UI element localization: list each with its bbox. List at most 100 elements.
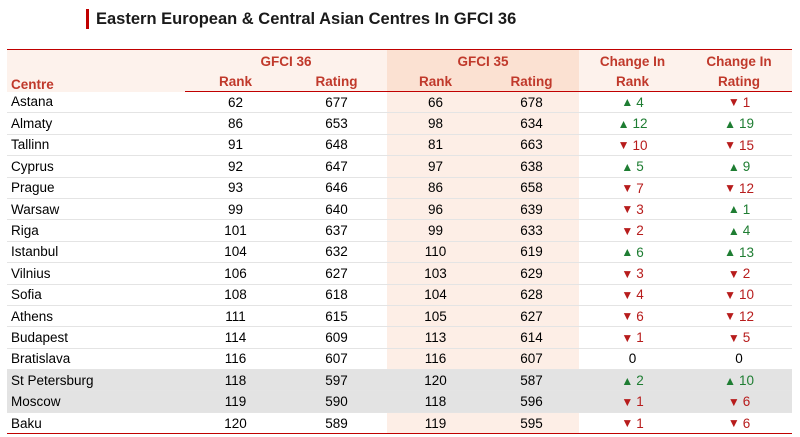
- rating-change-value: 15: [738, 137, 754, 153]
- rating-change: ▼ 15: [724, 138, 754, 153]
- rank-35: 96: [387, 198, 485, 221]
- rating-change-value: 1: [742, 94, 751, 110]
- header-centre: Centre: [7, 49, 185, 92]
- change-rating-cell: ▲ 4: [686, 219, 793, 242]
- rating-change: ▲ 13: [724, 245, 754, 260]
- rating-35: 658: [484, 177, 580, 199]
- change-rating-cell: ▲ 9: [686, 155, 793, 178]
- table-row: Prague 93 646 86 658 ▼ 7 ▼ 12: [7, 177, 793, 199]
- rank-36: 93: [185, 177, 286, 199]
- down-arrow-icon: ▼: [621, 330, 634, 345]
- gfci-table: Centre GFCI 36 GFCI 35 Change In Change …: [7, 49, 793, 435]
- rank-35: 120: [387, 369, 485, 392]
- down-arrow-icon: ▼: [621, 394, 634, 409]
- rating-change: ▲ 1: [728, 202, 750, 217]
- centre-name: Prague: [7, 177, 185, 199]
- header-change-rating-line2: Rating: [686, 72, 793, 92]
- rank-change: 0: [629, 351, 637, 366]
- up-arrow-icon: ▲: [621, 373, 634, 388]
- rating-35: 627: [484, 305, 580, 328]
- rank-change: ▲ 12: [618, 116, 648, 131]
- rating-36: 632: [286, 241, 388, 264]
- rank-change-value: 2: [636, 373, 644, 389]
- header-change-rating-line1: Change In: [686, 49, 793, 72]
- rating-35: 629: [484, 262, 580, 285]
- rating-change: 0: [735, 351, 743, 366]
- change-rank-cell: ▼ 4: [579, 284, 687, 306]
- down-arrow-icon: ▼: [621, 266, 634, 281]
- rank-change-value: 4: [636, 287, 644, 303]
- change-rank-cell: ▼ 1: [579, 390, 687, 413]
- rating-change: ▲ 10: [724, 373, 754, 388]
- rating-35: 638: [484, 155, 580, 178]
- rank-35: 81: [387, 134, 485, 157]
- rank-35: 103: [387, 262, 485, 285]
- rank-36: 106: [185, 262, 286, 285]
- centre-name: Riga: [7, 219, 185, 242]
- rating-35: 633: [484, 219, 580, 242]
- rank-35: 66: [387, 91, 485, 114]
- change-rating-cell: ▼ 6: [686, 390, 793, 413]
- up-arrow-icon: ▲: [617, 116, 630, 131]
- rank-36: 116: [185, 348, 286, 371]
- centre-name: Moscow: [7, 390, 185, 413]
- up-arrow-icon: ▲: [727, 223, 740, 238]
- header-rating-36: Rating: [286, 72, 388, 92]
- up-arrow-icon: ▲: [621, 245, 634, 260]
- up-arrow-icon: ▲: [724, 373, 736, 388]
- rating-35: 619: [484, 241, 580, 264]
- rank-change: ▼ 1: [621, 394, 643, 409]
- change-rating-cell: ▼ 6: [686, 412, 793, 435]
- rating-change: ▼ 6: [728, 394, 750, 409]
- change-rank-cell: ▲ 2: [579, 369, 687, 392]
- rank-change: ▲ 2: [621, 373, 643, 388]
- rank-change: ▲ 6: [621, 245, 643, 260]
- down-arrow-icon: ▼: [617, 138, 630, 153]
- rank-change: ▲ 4: [621, 95, 643, 110]
- rating-36: 640: [286, 198, 388, 221]
- rank-35: 110: [387, 241, 485, 264]
- table-row: St Petersburg 118 597 120 587 ▲ 2 ▲ 10: [7, 369, 793, 392]
- rating-change: ▼ 6: [728, 416, 750, 431]
- rating-36: 653: [286, 112, 388, 135]
- title-block: Eastern European & Central Asian Centres…: [86, 7, 516, 31]
- rating-change-value: 12: [738, 180, 754, 196]
- rating-change-value: 6: [742, 394, 751, 410]
- rank-36: 118: [185, 369, 286, 392]
- table-row: Baku 120 589 119 595 ▼ 1 ▼ 6: [7, 412, 793, 435]
- table-row: Vilnius 106 627 103 629 ▼ 3 ▼ 2: [7, 262, 793, 285]
- rating-35: 628: [484, 284, 580, 306]
- change-rank-cell: ▲ 4: [579, 91, 687, 114]
- rank-35: 97: [387, 155, 485, 178]
- change-rank-cell: ▲ 6: [579, 241, 687, 264]
- centre-name: Tallinn: [7, 134, 185, 157]
- rank-change: ▼ 1: [621, 416, 643, 431]
- rank-36: 99: [185, 198, 286, 221]
- rating-35: 614: [484, 326, 580, 349]
- rank-change: ▼ 3: [621, 202, 643, 217]
- rating-change-value: 10: [738, 287, 754, 303]
- table-row: Moscow 119 590 118 596 ▼ 1 ▼ 6: [7, 390, 793, 413]
- down-arrow-icon: ▼: [621, 309, 634, 324]
- change-rating-cell: ▼ 5: [686, 326, 793, 349]
- rank-35: 104: [387, 284, 485, 306]
- down-arrow-icon: ▼: [727, 394, 740, 409]
- rating-change: ▼ 10: [724, 287, 754, 302]
- header-rating-35: Rating: [484, 72, 580, 92]
- table-row: Athens 111 615 105 627 ▼ 6 ▼ 12: [7, 305, 793, 328]
- centre-name: Astana: [7, 91, 185, 114]
- table-row: Budapest 114 609 113 614 ▼ 1 ▼ 5: [7, 326, 793, 349]
- rank-change-value: 1: [636, 394, 644, 410]
- rating-35: 596: [484, 390, 580, 413]
- centre-name: Sofia: [7, 284, 185, 306]
- rank-change: ▼ 4: [621, 287, 643, 302]
- centre-name: Almaty: [7, 112, 185, 135]
- change-rating-cell: ▲ 1: [686, 198, 793, 221]
- down-arrow-icon: ▼: [621, 416, 634, 431]
- rating-change: ▼ 2: [728, 266, 750, 281]
- rank-36: 108: [185, 284, 286, 306]
- rank-change-value: 6: [636, 308, 644, 324]
- down-arrow-icon: ▼: [621, 223, 634, 238]
- change-rating-cell: ▼ 12: [686, 305, 793, 328]
- rank-36: 91: [185, 134, 286, 157]
